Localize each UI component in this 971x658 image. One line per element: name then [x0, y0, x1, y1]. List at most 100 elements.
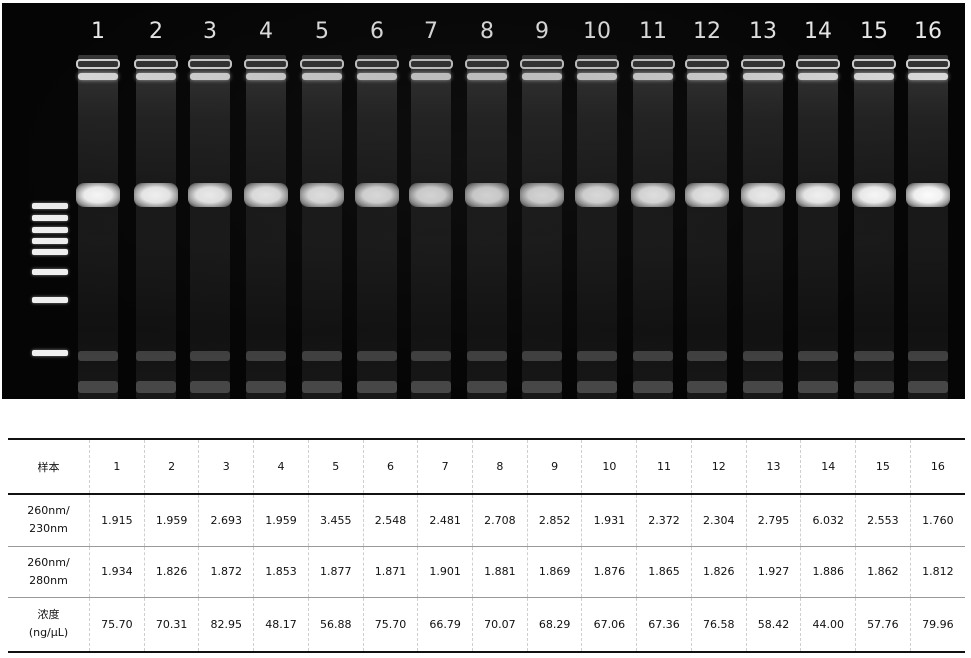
lane-well2: [357, 73, 397, 80]
value-cell: 2.372: [636, 494, 692, 546]
value-cell: 1.927: [745, 546, 801, 597]
lane-number-label: 13: [749, 19, 777, 44]
lane-well: [355, 59, 399, 69]
lane-number-label: 16: [914, 19, 942, 44]
lane-number-label: 6: [370, 19, 384, 44]
value-cell: 1.853: [253, 546, 309, 597]
gel-lane: [244, 55, 288, 399]
lane-number-label: 12: [693, 19, 721, 44]
rna-band: [76, 183, 120, 207]
lane-well: [520, 59, 564, 69]
lane-low2: [577, 381, 617, 393]
lane-well: [465, 59, 509, 69]
ladder-band: [32, 297, 68, 303]
gel-lane: [906, 55, 950, 399]
lane-well: [631, 59, 675, 69]
gel-lane: [134, 55, 178, 399]
lane-smear: [357, 55, 397, 399]
gel-lane: [300, 55, 344, 399]
sample-id-cell: 6: [362, 439, 418, 495]
sample-id-cell: 2: [143, 439, 199, 495]
lane-low2: [136, 381, 176, 393]
lane-well2: [522, 73, 562, 80]
gel-lane: [741, 55, 785, 399]
lane-well2: [908, 73, 948, 80]
value-cell: 1.901: [417, 546, 473, 597]
value-cell: 66.79: [417, 597, 473, 652]
value-cell: 70.07: [472, 597, 528, 652]
lane-well2: [854, 73, 894, 80]
value-cell: 1.931: [581, 494, 637, 546]
lane-smear: [854, 55, 894, 399]
value-cell: 44.00: [800, 597, 856, 652]
lane-well: [134, 59, 178, 69]
sample-id-cell: 11: [636, 439, 692, 495]
rna-band: [906, 183, 950, 207]
value-cell: 6.032: [800, 494, 856, 546]
sample-id-cell: 9: [526, 439, 582, 495]
lane-low1: [743, 351, 783, 361]
gel-image: 1 2 3 4 5 6 7 8 9 10 11 12 13 14 15 16: [2, 3, 965, 399]
value-cell: 1.862: [855, 546, 911, 597]
lane-low1: [190, 351, 230, 361]
value-cell: 2.481: [417, 494, 473, 546]
lane-low2: [854, 381, 894, 393]
lane-number-label: 15: [860, 19, 888, 44]
lane-low2: [78, 381, 118, 393]
sample-id-cell: 1: [89, 439, 145, 495]
lane-well2: [798, 73, 838, 80]
lane-well: [796, 59, 840, 69]
lane-well: [852, 59, 896, 69]
value-cell: 1.812: [909, 546, 965, 597]
ladder-band: [32, 215, 68, 221]
lane-smear: [411, 55, 451, 399]
lane-number-label: 8: [480, 19, 494, 44]
lane-smear: [246, 55, 286, 399]
gel-lane: [465, 55, 509, 399]
value-cell: 1.826: [690, 546, 747, 597]
row-label-line1: 260nm/: [27, 504, 70, 518]
lane-smear: [743, 55, 783, 399]
ladder-band: [32, 249, 68, 255]
gel-lane: [355, 55, 399, 399]
lane-low2: [411, 381, 451, 393]
lane-well2: [687, 73, 727, 80]
lane-well: [409, 59, 453, 69]
lane-number-label: 7: [424, 19, 438, 44]
value-cell: 57.76: [855, 597, 911, 652]
lane-well2: [467, 73, 507, 80]
value-cell: 1.872: [198, 546, 254, 597]
lane-well2: [633, 73, 673, 80]
value-cell: 67.36: [636, 597, 692, 652]
table-header-row: 样本 1 2 3 4 5 6 7 8 9 10 11 12 13 14 15 16: [8, 439, 965, 495]
lane-well: [76, 59, 120, 69]
lane-number-label: 5: [315, 19, 329, 44]
value-cell: 1.959: [143, 494, 199, 546]
ladder-band: [32, 238, 68, 244]
lane-low1: [577, 351, 617, 361]
ladder-band: [32, 203, 68, 209]
lane-low1: [302, 351, 342, 361]
lane-well: [685, 59, 729, 69]
ladder-band: [32, 269, 68, 275]
lane-low1: [357, 351, 397, 361]
lane-low1: [136, 351, 176, 361]
row-label-line2: (ng/μL): [28, 626, 69, 640]
lane-well2: [190, 73, 230, 80]
lane-low2: [522, 381, 562, 393]
value-cell: 76.58: [690, 597, 747, 652]
sample-id-cell: 15: [855, 439, 911, 495]
gel-lane: [796, 55, 840, 399]
value-cell: 1.871: [362, 546, 418, 597]
value-cell: 75.70: [362, 597, 418, 652]
value-cell: 70.31: [143, 597, 199, 652]
lane-smear: [798, 55, 838, 399]
value-cell: 2.795: [745, 494, 801, 546]
value-cell: 1.869: [526, 546, 582, 597]
lane-well2: [78, 73, 118, 80]
lane-smear: [633, 55, 673, 399]
lane-low1: [633, 351, 673, 361]
rna-band: [685, 183, 729, 207]
rna-band: [188, 183, 232, 207]
value-cell: 1.881: [472, 546, 528, 597]
